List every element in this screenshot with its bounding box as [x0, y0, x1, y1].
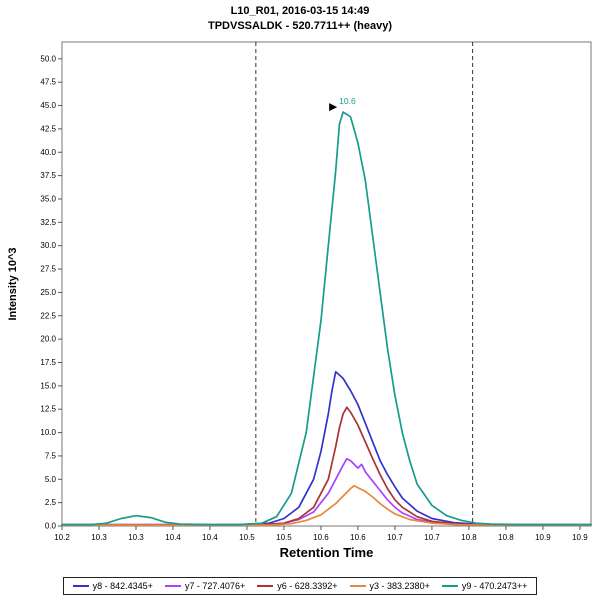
y-tick-label: 25.0 — [40, 288, 56, 297]
legend-label-y7: y7 - 727.4076+ — [184, 581, 246, 591]
y-axis-title: Intensity 10^3 — [7, 247, 19, 320]
x-tick-label: 10.3 — [91, 533, 107, 542]
y-tick-label: 22.5 — [40, 311, 56, 320]
y-tick-label: 7.5 — [45, 451, 57, 460]
y-tick-label: 5.0 — [45, 475, 57, 484]
x-tick-label: 10.9 — [535, 533, 551, 542]
y-tick-label: 27.5 — [40, 265, 56, 274]
series-path-y7 — [61, 457, 592, 526]
series-path-y8 — [61, 370, 592, 526]
legend-item-y3: y3 - 383.2380+ — [349, 581, 430, 591]
chart-title-peptide: TPDVSSALDK - 520.7711++ (heavy) — [207, 20, 393, 32]
x-axis-title: Retention Time — [280, 545, 374, 560]
x-tick-label: 10.4 — [202, 533, 218, 542]
y-tick-label: 20.0 — [40, 335, 56, 344]
y-tick-label: 15.0 — [40, 381, 56, 390]
y-tick-label: 17.5 — [40, 358, 56, 367]
chromatogram-plot[interactable]: 0.0 2.5 5.0 7.5 10.0 12.5 15.0 17.5 20.0 22.5 25.0… — [0, 34, 600, 574]
legend-label-y3: y3 - 383.2380+ — [369, 581, 430, 591]
x-tick-label: 10.5 — [239, 533, 255, 542]
y-tick-label: 30.0 — [40, 241, 56, 250]
y-tick-label: 45.0 — [40, 101, 56, 110]
y-tick-label: 47.5 — [40, 78, 56, 87]
y-tick-label: 12.5 — [40, 405, 56, 414]
x-tick-label: 10.5 — [276, 533, 292, 542]
y-tick-label: 40.0 — [40, 148, 56, 157]
y-tick-label: 32.5 — [40, 218, 56, 227]
chart-title-run: L10_R01, 2016-03-15 14:49 — [230, 5, 370, 17]
legend-swatch-y9-icon — [441, 585, 458, 587]
y-tick-label: 0.0 — [45, 522, 57, 531]
x-tick-label: 10.7 — [387, 533, 403, 542]
legend-container: y8 - 842.4345+ y7 - 727.4076+ y6 - 628.339… — [0, 574, 600, 595]
y-tick-label: 50.0 — [40, 54, 56, 63]
y-tick-label: 2.5 — [45, 498, 57, 507]
y-tick-label: 42.5 — [40, 124, 56, 133]
legend-swatch-y6-icon — [257, 585, 274, 587]
y-tick-label: 37.5 — [40, 171, 56, 180]
x-tick-label: 10.8 — [498, 533, 514, 542]
x-tick-label: 10.6 — [313, 533, 329, 542]
y-tick-label: 35.0 — [40, 194, 56, 203]
y-tick-label: 10.0 — [40, 428, 56, 437]
x-tick-label: 10.6 — [350, 533, 366, 542]
plot-frame — [61, 41, 592, 527]
peak-annotation-label: 10.6 — [339, 96, 356, 106]
legend-label-y8: y8 - 842.4345+ — [92, 581, 153, 591]
chart-title: L10_R01, 2016-03-15 14:49 TPDVSSALDK - 5… — [0, 0, 600, 34]
legend: y8 - 842.4345+ y7 - 727.4076+ y6 - 628.339… — [62, 577, 538, 595]
series-path-y9 — [61, 111, 592, 526]
legend-swatch-y8-icon — [72, 585, 89, 587]
x-tick-label: 10.8 — [461, 533, 477, 542]
x-tick-label: 10.7 — [424, 533, 440, 542]
x-tick-label: 10.9 — [572, 533, 588, 542]
legend-swatch-y3-icon — [349, 585, 366, 587]
x-tick-label: 10.2 — [54, 533, 70, 542]
peak-annotation-arrow-icon — [329, 103, 338, 112]
legend-swatch-y7-icon — [164, 585, 181, 587]
series-path-y6 — [61, 406, 592, 526]
legend-label-y9: y9 - 470.2473++ — [461, 581, 528, 591]
series-path-y3 — [61, 484, 592, 526]
x-tick-label: 10.4 — [165, 533, 181, 542]
x-tick-label: 10.3 — [128, 533, 144, 542]
legend-item-y6: y6 - 628.3392+ — [257, 581, 338, 591]
legend-item-y8: y8 - 842.4345+ — [72, 581, 153, 591]
legend-item-y9: y9 - 470.2473++ — [441, 581, 528, 591]
legend-label-y6: y6 - 628.3392+ — [277, 581, 338, 591]
legend-item-y7: y7 - 727.4076+ — [164, 581, 246, 591]
